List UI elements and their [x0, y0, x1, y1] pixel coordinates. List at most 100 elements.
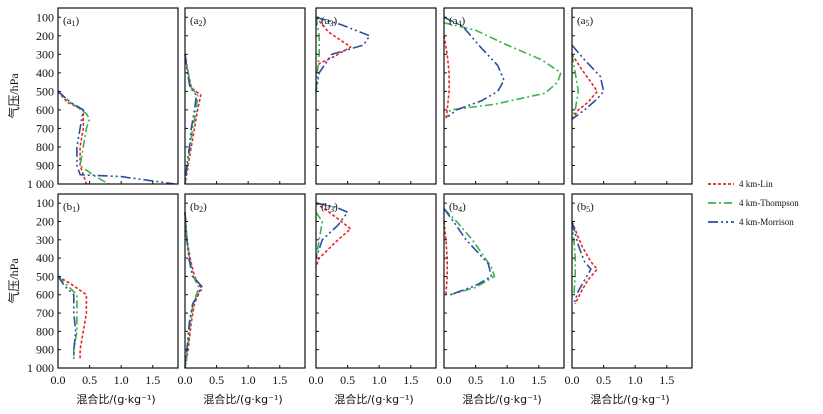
y-tick-label: 400: [36, 251, 54, 265]
series-line--km-thompson: [443, 22, 562, 118]
panel-label: (b4): [449, 201, 466, 214]
series-line--km-lin: [571, 53, 599, 120]
panel-frame: [57, 7, 179, 185]
x-tick-label: 1.0: [372, 373, 387, 387]
y-tick-label: 100: [36, 196, 54, 210]
series-line--km-morrison: [315, 202, 349, 259]
series-line--km-lin: [443, 221, 449, 295]
panel-frame: [184, 193, 306, 369]
panel-b5: (b5) 0.0 0.5 1.0 1.5 混合比/(g·kg⁻¹): [565, 193, 693, 406]
panel-b3: (b3) 0.0 0.5 1.0 1.5 混合比/(g·kg⁻¹): [309, 193, 437, 406]
x-tick-label: 0.0: [51, 373, 66, 387]
panel-a3: (a3): [315, 7, 437, 185]
x-tick-label: 1.5: [659, 373, 674, 387]
x-tick-label: 1.0: [114, 373, 129, 387]
y-tick-label: 600: [36, 103, 54, 117]
y-tick-label: 400: [36, 66, 54, 80]
panel-frame: [315, 193, 437, 369]
x-axis-label: 混合比/(g·kg⁻¹): [334, 392, 413, 406]
panel-label: (b3): [321, 201, 338, 214]
y-tick-label: 800: [36, 324, 54, 338]
series-line--km-thompson: [184, 212, 200, 369]
series-line--km-thompson: [571, 221, 577, 295]
series-line--km-thompson: [315, 211, 324, 259]
panel-label: (b5): [577, 201, 594, 214]
series-line--km-morrison: [571, 221, 592, 305]
panel-b1: (b1) 100 200 300 400 500 600 700 800 900 1 000 气压/h…: [6, 193, 179, 406]
series-line--km-morrison: [57, 275, 77, 359]
y-tick-label: 800: [36, 140, 54, 154]
y-tick-label: 100: [36, 10, 54, 24]
x-tick-label: 1.0: [500, 373, 515, 387]
x-tick-label: 1.5: [272, 373, 287, 387]
series-line--km-lin: [57, 90, 88, 185]
y-tick-label: 600: [36, 288, 54, 302]
panel-a4: (a4): [443, 7, 565, 185]
x-tick-label: 1.5: [403, 373, 418, 387]
y-tick-label: 300: [36, 47, 54, 61]
x-tick-label: 0.5: [209, 373, 224, 387]
legend-entry: 4 km-Lin: [739, 179, 773, 189]
panel-label: (b1): [63, 201, 80, 214]
series-line--km-lin: [571, 221, 599, 305]
series-line--km-morrison: [443, 16, 505, 118]
x-tick-label: 0.0: [565, 373, 580, 387]
series-line--km-lin: [443, 35, 450, 120]
y-tick-label: 1 000: [27, 177, 54, 191]
panel-label: (a2): [190, 15, 207, 28]
x-tick-label: 0.5: [340, 373, 355, 387]
x-axis-label: 混合比/(g·kg⁻¹): [203, 392, 282, 406]
y-tick-label: 700: [36, 306, 54, 320]
legend: 4 km-Lin 4 km-Thompson 4 km-Morrison: [708, 179, 799, 227]
panel-a2: (a2): [184, 7, 306, 185]
series-line--km-morrison: [443, 208, 493, 296]
panel-label: (a4): [449, 15, 466, 28]
series-line--km-thompson: [57, 90, 109, 185]
y-axis-label: 气压/hPa: [6, 73, 21, 119]
y-tick-label: 1 000: [27, 361, 54, 375]
panel-b2: (b2) 0.0 0.5 1.0 1.5 混合比/(g·kg⁻¹): [178, 193, 306, 406]
x-tick-label: 1.0: [241, 373, 256, 387]
series-line--km-lin: [57, 275, 88, 359]
y-tick-label: 700: [36, 121, 54, 135]
panel-frame: [57, 193, 179, 369]
series-line--km-lin: [184, 54, 202, 185]
y-tick-label: 500: [36, 269, 54, 283]
panel-frame: [571, 7, 693, 185]
panel-frame: [571, 193, 693, 369]
y-axis-label: 气压/hPa: [6, 258, 21, 304]
panel-frame: [443, 7, 565, 185]
panel-label: (a5): [577, 15, 594, 28]
series-line--km-morrison: [571, 44, 605, 120]
legend-entry: 4 km-Morrison: [739, 217, 794, 227]
legend-entry: 4 km-Thompson: [739, 198, 799, 208]
x-tick-label: 0.5: [468, 373, 483, 387]
y-tick-label: 900: [36, 343, 54, 357]
x-tick-label: 1.5: [145, 373, 160, 387]
series-line--km-thompson: [57, 275, 78, 359]
series-line--km-thompson: [443, 208, 496, 296]
x-axis-label: 混合比/(g·kg⁻¹): [76, 392, 155, 406]
x-axis-label: 混合比/(g·kg⁻¹): [590, 392, 669, 406]
y-tick-label: 300: [36, 233, 54, 247]
panel-a1: (a1) 100 200 300 400 500 600 700 800 900 1 000 气压/h…: [6, 7, 179, 191]
series-line--km-lin: [315, 202, 352, 268]
x-tick-label: 0.0: [309, 373, 324, 387]
x-tick-label: 0.0: [178, 373, 193, 387]
series-line--km-thompson: [315, 17, 321, 92]
series-line--km-lin: [184, 212, 202, 369]
panel-label: (b2): [190, 201, 207, 214]
panel-label: (a1): [63, 15, 80, 28]
panel-frame: [315, 7, 437, 185]
series-line--km-thompson: [571, 54, 580, 120]
series-line--km-lin: [315, 16, 352, 74]
series-line--km-morrison: [57, 90, 175, 185]
panel-a5: (a5): [571, 7, 693, 185]
panel-frame: [184, 7, 306, 185]
y-tick-label: 200: [36, 214, 54, 228]
x-tick-label: 0.5: [596, 373, 611, 387]
series-line--km-morrison: [184, 54, 198, 185]
y-tick-label: 900: [36, 158, 54, 172]
series-line--km-thompson: [184, 54, 199, 185]
series-line--km-morrison: [315, 16, 371, 92]
